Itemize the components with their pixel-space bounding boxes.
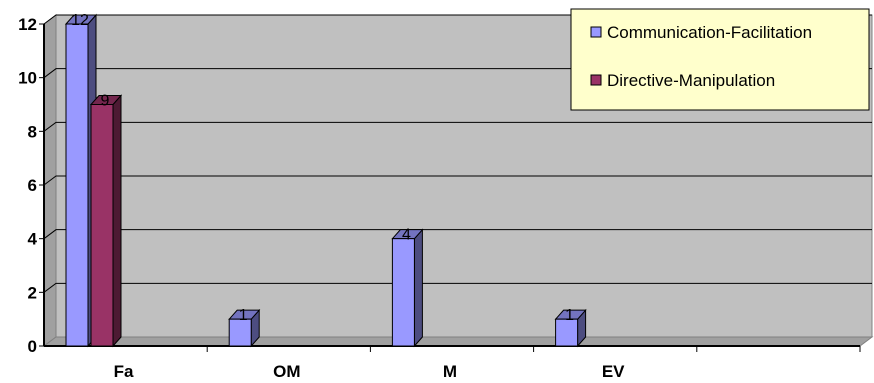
legend-swatch: [590, 26, 602, 38]
y-tick-label: 8: [28, 122, 37, 141]
gridlines: [43, 14, 872, 293]
legend-box: [570, 8, 870, 111]
bar: [228, 308, 261, 348]
bar: [554, 308, 587, 348]
category-labels: Fa OM M EV: [114, 362, 626, 381]
data-label: 9: [101, 93, 110, 110]
floor: [42, 336, 874, 347]
y-tick-label: 4: [28, 230, 38, 249]
data-labels: 12 1 4 1 9: [71, 12, 574, 324]
category-label: OM: [273, 362, 300, 381]
category-label: EV: [602, 362, 625, 381]
gridline: [43, 121, 872, 132]
legend-label: Communication-Facilitation: [607, 23, 812, 42]
data-label: 4: [402, 227, 411, 244]
data-label: 1: [565, 307, 574, 324]
data-label: 1: [239, 307, 248, 324]
legend-swatch: [590, 74, 602, 86]
y-tick-label: 0: [28, 337, 37, 356]
legend: Communication-Facilitation Directive-Mani…: [570, 8, 870, 111]
axes: [39, 23, 861, 352]
legend-item: Communication-Facilitation: [590, 23, 812, 42]
gridline: [43, 229, 872, 240]
category-label: Fa: [114, 362, 134, 381]
bars: [64, 13, 587, 348]
gridline: [43, 175, 872, 186]
y-tick-label: 6: [28, 176, 37, 195]
y-tick-labels: 0 2 4 6 8 10 12: [18, 15, 37, 356]
data-label: 12: [71, 12, 89, 29]
category-label: M: [443, 362, 457, 381]
y-tick-label: 10: [18, 69, 37, 88]
y-tick-label: 12: [18, 15, 37, 34]
legend-label: Directive-Manipulation: [607, 71, 775, 90]
bar: [89, 94, 123, 348]
legend-item: Directive-Manipulation: [590, 71, 775, 90]
gridline: [43, 282, 872, 293]
bar: [391, 228, 424, 348]
y-tick-label: 2: [28, 283, 37, 302]
